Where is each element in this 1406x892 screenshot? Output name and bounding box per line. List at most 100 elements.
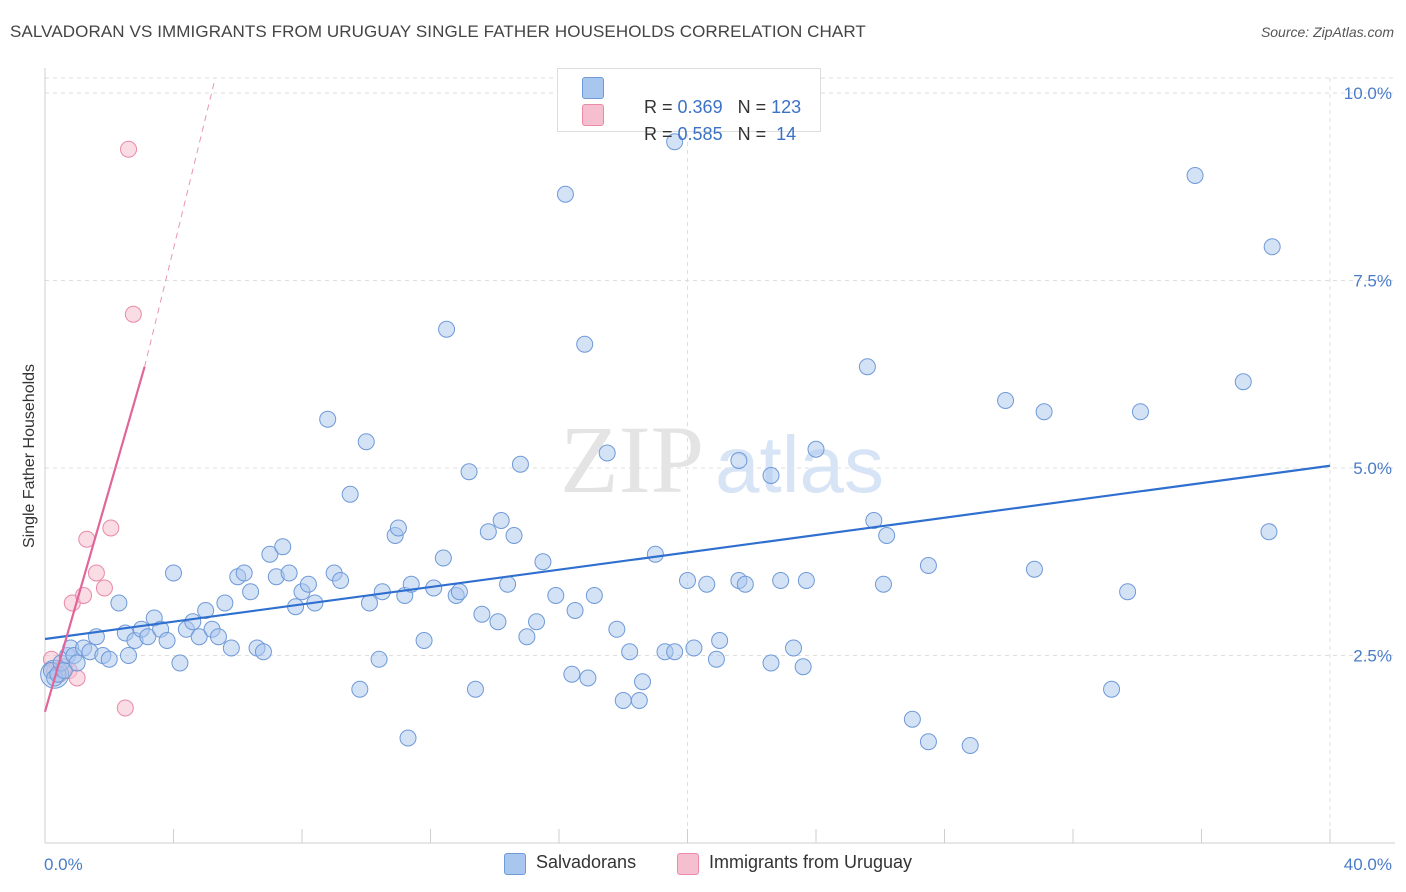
salvadoran-point (762, 467, 780, 484)
uruguay-trend-line (43, 366, 146, 713)
salvadoran-point (646, 545, 664, 563)
salvadoran-point (299, 575, 317, 593)
salvadoran-point (242, 583, 260, 601)
legend-r-value: 0.369 (677, 97, 723, 117)
salvadoran-point (518, 628, 536, 646)
salvadoran-point (505, 527, 523, 544)
salvadoran-point (534, 553, 552, 571)
salvadoran-point (698, 575, 716, 593)
salvadoran-point (110, 594, 128, 612)
salvadoran-point (360, 594, 378, 612)
watermark-zip: ZIP (560, 406, 704, 513)
salvadoran-point (566, 602, 584, 619)
salvadoran-point (399, 729, 417, 747)
salvadoran-point (736, 575, 754, 593)
salvadoran-point (415, 632, 433, 649)
salvadoran-point (711, 632, 729, 649)
legend-r-label: R = (644, 124, 678, 144)
salvadoran-point (794, 658, 812, 676)
legend-row-uruguay: R = 0.585 N = 14 (582, 101, 796, 144)
y-tick-label: 2.5% (1353, 647, 1392, 666)
salvadoran-point (919, 733, 937, 751)
salvadoran-point (1025, 560, 1043, 578)
salvadoran-point (1234, 373, 1252, 391)
salvadoran-point (434, 549, 452, 567)
salvadoran-point (585, 587, 603, 604)
salvadoran-point (666, 643, 684, 661)
salvadoran-point (858, 358, 876, 376)
salvadoran-point (165, 564, 182, 582)
legend-n-value: 123 (771, 97, 802, 117)
salvadoran-point (878, 527, 896, 544)
salvadoran-point (100, 650, 118, 668)
salvadoran-point (961, 737, 979, 754)
salvadoran-point (762, 654, 780, 672)
salvadoran-point (139, 628, 157, 646)
salvadoran-point (261, 545, 279, 563)
salvadoran-point (1103, 680, 1121, 698)
salvadoran-point (332, 572, 350, 589)
salvadoran-point (370, 650, 388, 668)
y-axis-label: Single Father Households (21, 364, 38, 548)
salvadoran-point (389, 519, 407, 537)
salvadoran-trend-line (44, 464, 1331, 641)
legend-r-value: 0.585 (677, 124, 723, 144)
salvadoran-point (903, 710, 921, 728)
salvadoran-point (547, 587, 565, 604)
salvadoran-point (460, 463, 478, 481)
uruguay-point (120, 140, 138, 158)
salvadoran-point (679, 572, 696, 589)
salvadoran-point (874, 575, 892, 593)
legend-row-salvadorans: R = 0.369 N = 123 (582, 74, 801, 117)
salvadoran-point (341, 485, 359, 503)
salvadoran-point (319, 410, 337, 428)
salvadoran-point (357, 433, 375, 451)
uruguay-point (102, 519, 120, 537)
salvadoran-point (351, 680, 369, 698)
legend-swatch-pink (582, 104, 604, 126)
salvadoran-point (499, 575, 517, 593)
salvadoran-point (254, 643, 272, 661)
salvadoran-point (222, 639, 240, 657)
x-tick-label: 40.0% (1344, 855, 1392, 874)
bottom-legend-label: Salvadorans (536, 852, 637, 872)
uruguay-point (124, 305, 142, 323)
salvadoran-point (171, 654, 189, 672)
salvadoran-point (630, 692, 648, 709)
salvadoran-point (120, 647, 138, 664)
salvadoran-point (1186, 167, 1204, 184)
salvadoran-point (865, 512, 883, 529)
salvadoran-point (807, 440, 825, 458)
uruguay-point (95, 579, 113, 597)
salvadoran-point (190, 628, 208, 646)
salvadoran-point (274, 538, 292, 556)
salvadoran-point (473, 605, 491, 623)
salvadoran-point (563, 665, 581, 683)
salvadoran-point (772, 572, 790, 589)
salvadoran-point (466, 680, 484, 698)
legend-swatch-blue (582, 77, 604, 99)
legend-n-label: N = (737, 97, 772, 117)
salvadoran-point (919, 557, 937, 574)
trend-lines (43, 77, 1331, 713)
salvadoran-point (489, 613, 507, 631)
salvadoran-point (666, 133, 684, 151)
salvadoran-point (511, 455, 529, 473)
salvadoran-point (556, 185, 574, 203)
salvadoran-point (235, 564, 253, 582)
salvadoran-point (184, 613, 202, 631)
salvadoran-point (997, 392, 1015, 409)
salvadoran-point (479, 523, 497, 541)
x-tick-label: 0.0% (44, 855, 83, 874)
salvadoran-point (216, 594, 234, 612)
y-tick-label: 10.0% (1344, 84, 1392, 103)
salvadoran-point (621, 643, 639, 661)
source-label: Source: ZipAtlas.com (1260, 24, 1394, 40)
salvadoran-point (685, 639, 703, 657)
salvadoran-point (707, 650, 725, 668)
salvadoran-point (528, 613, 546, 631)
chart-title: SALVADORAN VS IMMIGRANTS FROM URUGUAY SI… (10, 22, 866, 41)
uruguay-trend-extension (144, 77, 216, 367)
salvadoran-point (438, 320, 456, 338)
